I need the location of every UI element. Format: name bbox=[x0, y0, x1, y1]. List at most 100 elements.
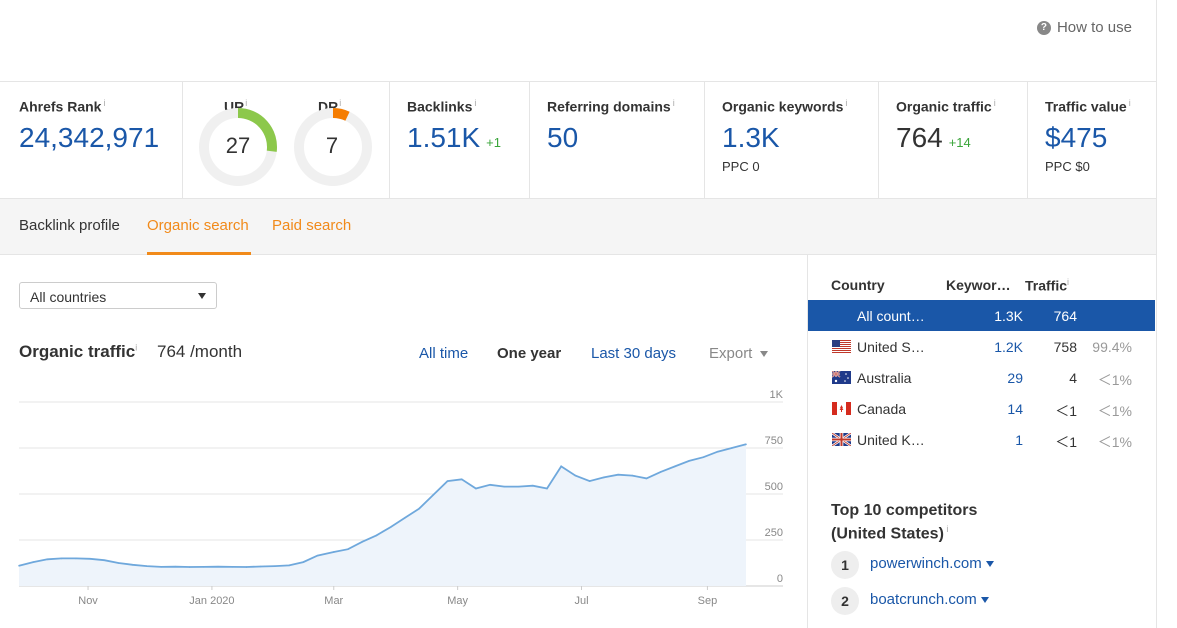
ca-flag-icon bbox=[832, 402, 851, 415]
traffic-data-point bbox=[188, 566, 191, 568]
country-traffic: ＜1 bbox=[1055, 434, 1077, 450]
chevron-down-icon[interactable] bbox=[985, 561, 994, 568]
y-tick-label: 500 bbox=[765, 481, 783, 493]
backlinks-label: Backlinks bbox=[407, 98, 473, 115]
ahrefs-rank-card: Ahrefs Rank i 24,342,971 bbox=[0, 82, 183, 198]
how-to-use-link[interactable]: ? How to use bbox=[1036, 19, 1132, 36]
info-icon[interactable]: i bbox=[339, 98, 342, 108]
traffic-data-point bbox=[174, 565, 177, 568]
traffic-data-point bbox=[460, 478, 463, 481]
country-row-uk[interactable]: United K… 1 ＜1 ＜1% bbox=[808, 424, 1155, 455]
traffic-column-header[interactable]: Traffic bbox=[1025, 277, 1068, 294]
traffic-data-point bbox=[302, 561, 305, 563]
referring-domains-label: Referring domains bbox=[547, 98, 671, 115]
info-icon[interactable]: i bbox=[993, 98, 996, 108]
traffic-value-ppc: PPC $0 bbox=[1045, 159, 1090, 174]
traffic-data-point bbox=[288, 564, 290, 567]
traffic-data-point bbox=[432, 494, 435, 496]
country-traffic: 758 bbox=[1053, 339, 1077, 355]
tab-backlink-profile[interactable]: Backlink profile bbox=[19, 217, 120, 234]
competitor-rank: 1 bbox=[831, 551, 859, 579]
info-icon[interactable]: i bbox=[943, 524, 949, 534]
organic-keywords-value[interactable]: 1.3K bbox=[722, 122, 780, 153]
info-icon[interactable]: i bbox=[672, 98, 675, 108]
ur-dr-card: URi 27 DRi 7 bbox=[183, 82, 390, 198]
ahrefs-rank-value: 24,342,971 bbox=[19, 122, 160, 153]
competitor-domain-link[interactable]: boatcrunch.com bbox=[870, 591, 977, 608]
traffic-data-point bbox=[89, 557, 91, 560]
traffic-data-point bbox=[217, 565, 219, 568]
section-tabs: Backlink profile Organic search Paid sea… bbox=[0, 199, 1156, 255]
export-label: Export bbox=[709, 345, 753, 362]
country-column-header[interactable]: Country bbox=[831, 277, 885, 293]
traffic-value-value[interactable]: $475 bbox=[1045, 122, 1108, 153]
y-tick-label: 250 bbox=[765, 527, 783, 539]
keywords-column-header[interactable]: Keywor… bbox=[946, 277, 1011, 293]
chevron-down-icon bbox=[760, 351, 769, 358]
country-traffic-share: ＜1% bbox=[1097, 403, 1132, 419]
country-name: United S… bbox=[857, 339, 925, 355]
info-icon[interactable]: i bbox=[245, 98, 248, 108]
country-keywords[interactable]: 29 bbox=[1007, 370, 1023, 386]
chevron-down-icon[interactable] bbox=[980, 597, 989, 604]
traffic-data-point bbox=[32, 561, 35, 563]
traffic-data-point bbox=[146, 565, 148, 567]
traffic-data-point bbox=[631, 474, 634, 477]
x-tick-label: Mar bbox=[324, 595, 343, 607]
traffic-data-point bbox=[645, 477, 648, 480]
country-keywords[interactable]: 1 bbox=[1015, 432, 1023, 448]
x-tick-label: Jul bbox=[574, 595, 588, 607]
x-tick-label: Sep bbox=[698, 595, 718, 607]
info-icon[interactable]: i bbox=[135, 342, 138, 353]
active-tab-indicator bbox=[147, 252, 251, 255]
country-name: All count… bbox=[857, 308, 925, 324]
country-row-us[interactable]: United S… 1.2K 758 99.4% bbox=[808, 331, 1155, 362]
range-all-time[interactable]: All time bbox=[419, 345, 469, 362]
y-tick-label: 1K bbox=[770, 389, 784, 401]
tab-organic-search[interactable]: Organic search bbox=[147, 217, 249, 234]
country-select[interactable]: All countries bbox=[19, 282, 217, 309]
traffic-data-point bbox=[131, 564, 134, 566]
traffic-data-point bbox=[730, 447, 733, 449]
country-traffic-share: ＜1% bbox=[1097, 434, 1132, 450]
range-last-30-days[interactable]: Last 30 days bbox=[591, 345, 677, 362]
info-icon[interactable]: i bbox=[1067, 277, 1070, 287]
competitor-rank: 2 bbox=[831, 587, 859, 615]
country-row-all[interactable]: All count… 1.3K 764 bbox=[808, 300, 1155, 331]
country-keywords[interactable]: 1.3K bbox=[994, 308, 1023, 324]
export-button[interactable]: Export bbox=[709, 345, 769, 362]
backlinks-value[interactable]: 1.51K bbox=[407, 122, 481, 153]
country-name: Canada bbox=[857, 401, 907, 417]
country-row-canada[interactable]: Canada 14 ＜1 ＜1% bbox=[808, 393, 1155, 424]
traffic-data-point bbox=[659, 471, 662, 473]
country-traffic-share: 99.4% bbox=[1092, 339, 1132, 355]
organic-traffic-delta: +14 bbox=[948, 135, 971, 150]
traffic-data-point bbox=[245, 566, 248, 568]
organic-traffic-value: 764 bbox=[896, 122, 943, 153]
y-tick-label: 750 bbox=[765, 435, 783, 447]
dr-value: 7 bbox=[325, 133, 339, 158]
info-icon[interactable]: i bbox=[474, 98, 477, 108]
traffic-value-label: Traffic value bbox=[1045, 98, 1127, 115]
traffic-data-point bbox=[503, 485, 506, 488]
ur-value: 27 bbox=[225, 133, 251, 158]
tab-paid-search[interactable]: Paid search bbox=[272, 217, 352, 234]
backlinks-delta: +1 bbox=[486, 135, 501, 150]
x-tick-label: Jan 2020 bbox=[189, 595, 234, 607]
competitor-domain-link[interactable]: powerwinch.com bbox=[870, 555, 982, 572]
range-one-year[interactable]: One year bbox=[497, 345, 562, 362]
country-keywords[interactable]: 1.2K bbox=[994, 339, 1023, 355]
info-icon[interactable]: i bbox=[845, 98, 848, 108]
info-icon[interactable]: i bbox=[1128, 98, 1131, 108]
country-keywords[interactable]: 14 bbox=[1007, 401, 1023, 417]
referring-domains-value[interactable]: 50 bbox=[547, 122, 579, 153]
x-tick-label: Nov bbox=[78, 595, 98, 607]
y-tick-label: 0 bbox=[777, 573, 783, 585]
country-row-australia[interactable]: Australia 29 4 ＜1% bbox=[808, 362, 1155, 393]
traffic-data-point bbox=[617, 473, 619, 476]
organic-keywords-card: Organic keywords i 1.3K PPC 0 bbox=[705, 82, 879, 198]
info-icon[interactable]: i bbox=[103, 98, 106, 108]
organic-traffic-monthly: 764 /month bbox=[157, 342, 243, 361]
traffic-data-point bbox=[716, 450, 719, 453]
question-circle-icon: ? bbox=[1036, 20, 1051, 35]
